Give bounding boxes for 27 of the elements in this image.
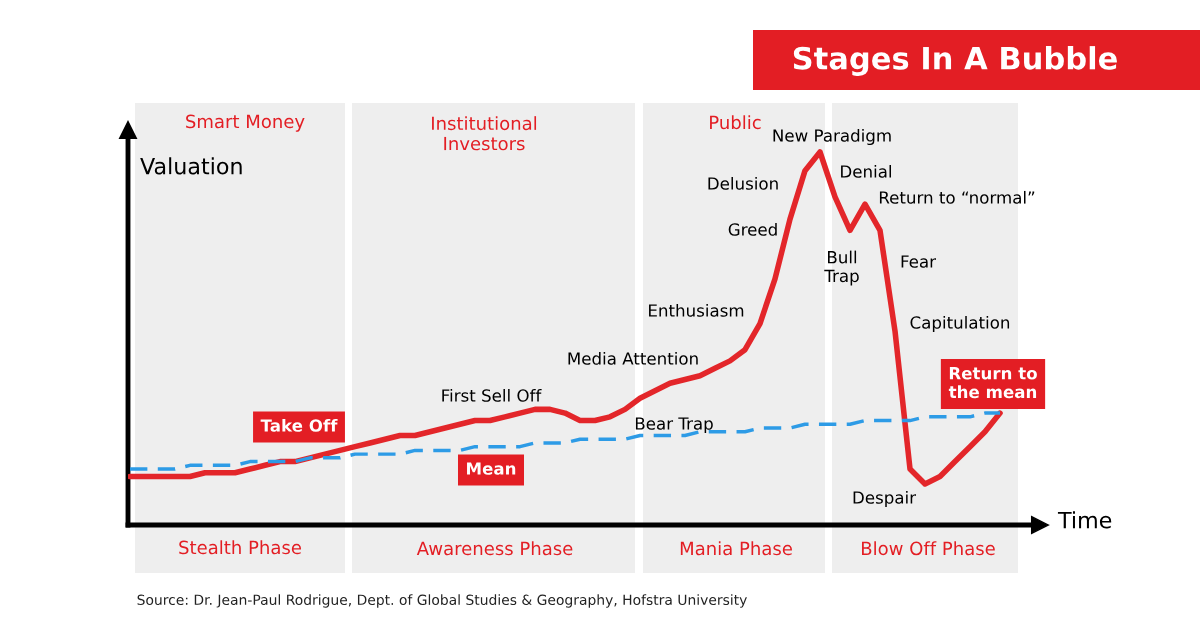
- text: Mania Phase: [680, 541, 792, 556]
- annotation: Denial: [841, 164, 891, 178]
- text: Public: [710, 115, 761, 130]
- text: Blow Off Phase: [862, 541, 995, 556]
- annotation: Return to “normal”: [879, 190, 1035, 204]
- annotation: Mean: [467, 462, 516, 475]
- text: Smart Money: [186, 114, 305, 132]
- text: Institutional Investors: [432, 116, 537, 151]
- annotation: Take Off: [260, 418, 338, 432]
- annotation: Despair: [853, 490, 917, 508]
- annotation: Bear Trap: [635, 417, 713, 434]
- chart-title: Stages In A Bubble: [793, 46, 1117, 76]
- text: Awareness Phase: [416, 541, 573, 556]
- annotation: Bull Trap: [824, 250, 859, 286]
- annotation: Return to the mean: [948, 367, 1037, 399]
- annotation: Greed: [728, 222, 777, 236]
- text: New Paradigm: [773, 128, 891, 146]
- x-axis-title: Time: [1057, 511, 1112, 529]
- annotation: Fear: [901, 255, 936, 268]
- annotation: Delusion: [708, 176, 778, 190]
- y-axis-title: Valuation: [140, 157, 242, 175]
- text: Stealth Phase: [179, 540, 301, 555]
- annotation: Capitulation: [910, 315, 1010, 333]
- source-note: Source: Dr. Jean-Paul Rodrigue, Dept. of Global Studies & Geography, Hofstra University: [137, 594, 747, 608]
- annotation: Media Attention: [568, 351, 698, 365]
- annotation: Enthusiasm: [649, 303, 744, 317]
- annotation: First Sell Off: [442, 388, 542, 402]
